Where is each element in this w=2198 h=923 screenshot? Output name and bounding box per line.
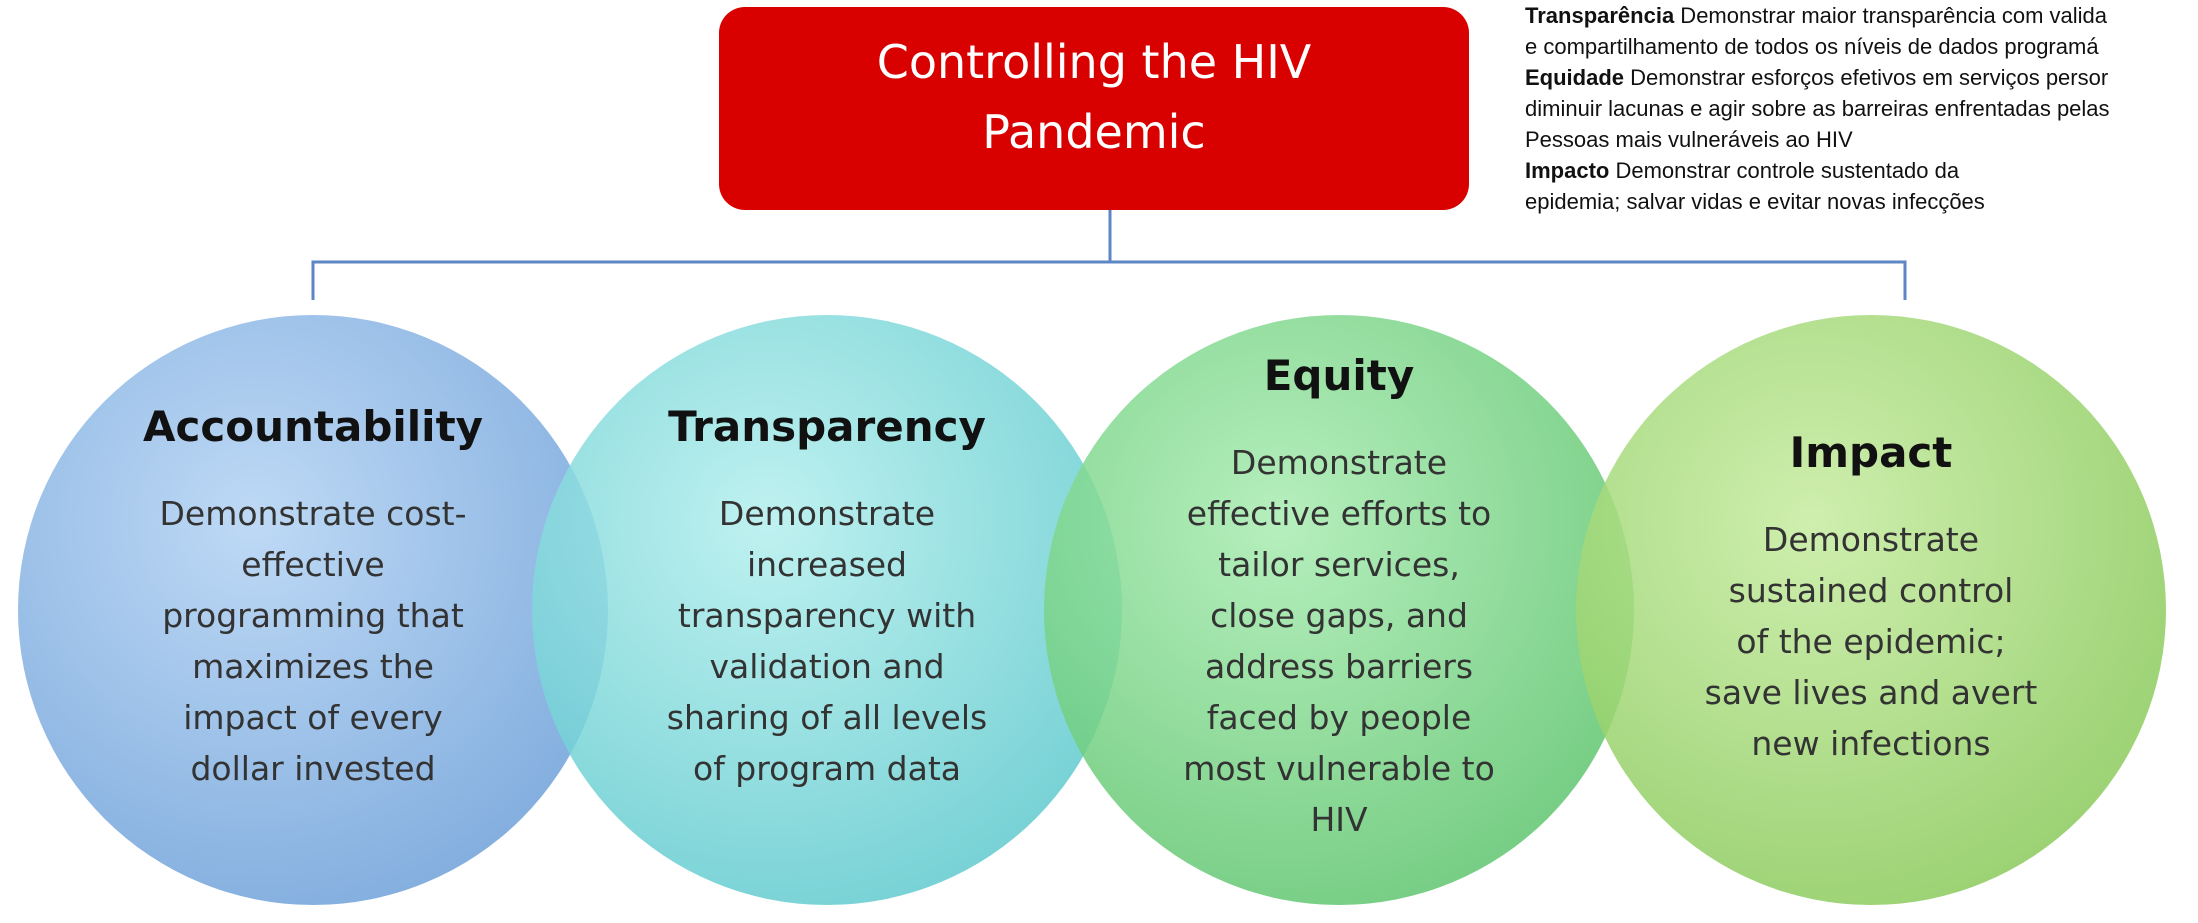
circle-text: maximizes the: [192, 647, 434, 686]
circle-text: programming that: [162, 596, 464, 635]
title-box: [719, 7, 1469, 210]
circle-text: save lives and avert: [1705, 673, 2038, 712]
note-label: Transparência: [1525, 3, 1675, 28]
note-label: Impacto: [1525, 158, 1610, 183]
note-line: Impacto Demonstrar controle sustentado d…: [1525, 155, 2198, 186]
circle: [18, 315, 608, 905]
note-line: Transparência Demonstrar maior transparê…: [1525, 0, 2198, 31]
circle-text: of the epidemic;: [1736, 622, 2005, 661]
circle-title: Impact: [1790, 428, 1953, 477]
note-text: epidemia; salvar vidas e evitar novas in…: [1525, 189, 1985, 214]
circle-text: Demonstrate: [719, 494, 935, 533]
notes: Transparência Demonstrar maior transparê…: [1525, 0, 2198, 217]
note-text: Demonstrar controle sustentado da: [1609, 158, 1960, 183]
circle: [1576, 315, 2166, 905]
title-line: Controlling the HIV: [877, 35, 1312, 89]
note-text: Demonstrar maior transparência com valid…: [1674, 3, 2108, 28]
note-text: Demonstrar esforços efetivos em serviços…: [1624, 65, 2109, 90]
circle-text: effective: [241, 545, 384, 584]
note-line: epidemia; salvar vidas e evitar novas in…: [1525, 186, 2198, 217]
note-label: Equidade: [1525, 65, 1625, 90]
circle-text: dollar invested: [190, 749, 435, 788]
circle-text: faced by people: [1207, 698, 1472, 737]
circle-text: close gaps, and: [1210, 596, 1468, 635]
note-line: diminuir lacunas e agir sobre as barreir…: [1525, 93, 2198, 124]
circle-title: Equity: [1264, 351, 1415, 400]
circle-text: Demonstrate cost-: [160, 494, 467, 533]
circle-text: Demonstrate: [1231, 443, 1447, 482]
note-line: Equidade Demonstrar esforços efetivos em…: [1525, 62, 2198, 93]
connector: [311, 210, 1907, 300]
circle-text: Demonstrate: [1763, 520, 1979, 559]
circle-title: Transparency: [668, 402, 986, 451]
circle-text: impact of every: [183, 698, 443, 737]
circle-text: validation and: [709, 647, 944, 686]
title-line: Pandemic: [982, 105, 1205, 159]
circle-text: transparency with: [678, 596, 976, 635]
circle-text: sharing of all levels: [667, 698, 987, 737]
note-line: e compartilhamento de todos os níveis de…: [1525, 31, 2198, 62]
note-text: Pessoas mais vulneráveis ao HIV: [1525, 127, 1853, 152]
note-text: e compartilhamento de todos os níveis de…: [1525, 34, 2099, 59]
circle-text: sustained control: [1729, 571, 2014, 610]
note-line: Pessoas mais vulneráveis ao HIV: [1525, 124, 2198, 155]
circle-text: tailor services,: [1218, 545, 1460, 584]
note-text: diminuir lacunas e agir sobre as barreir…: [1525, 96, 2110, 121]
circle-text: most vulnerable to: [1183, 749, 1495, 788]
circle-text: new infections: [1751, 724, 1990, 763]
circle-text: HIV: [1310, 800, 1368, 839]
circle-text: address barriers: [1205, 647, 1473, 686]
circle-title: Accountability: [143, 402, 483, 451]
circle: [532, 315, 1122, 905]
circle-text: of program data: [693, 749, 961, 788]
circle-text: increased: [747, 545, 907, 584]
circle: [1044, 315, 1634, 905]
circle-text: effective efforts to: [1187, 494, 1491, 533]
